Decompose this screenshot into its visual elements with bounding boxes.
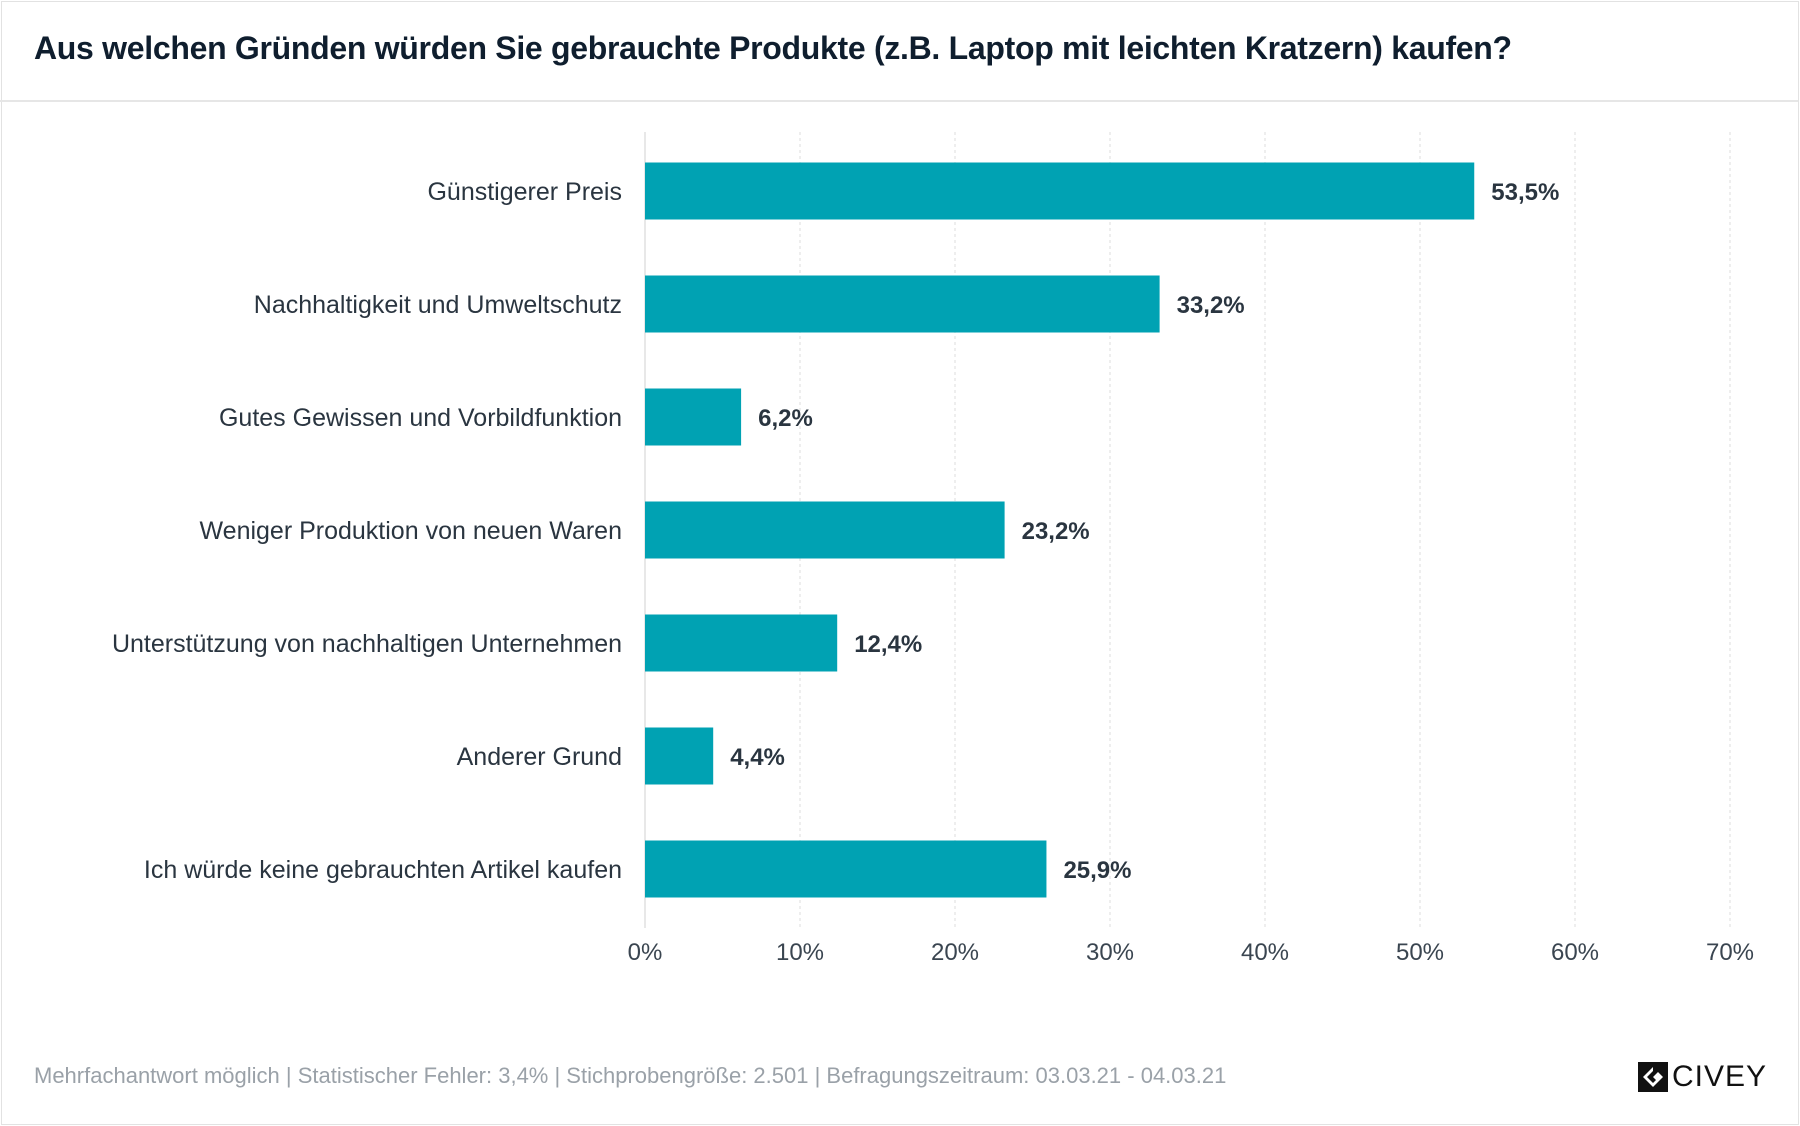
- bar: [645, 614, 838, 672]
- category-label: Günstigerer Preis: [427, 178, 622, 206]
- category-label: Nachhaltigkeit und Umweltschutz: [254, 291, 622, 319]
- data-label: 23,2%: [1022, 518, 1090, 545]
- data-label: 25,9%: [1063, 857, 1131, 884]
- data-label: 33,2%: [1177, 292, 1245, 319]
- x-tick-label: 50%: [1396, 939, 1444, 966]
- bar: [645, 388, 742, 446]
- category-label: Ich würde keine gebrauchten Artikel kauf…: [144, 856, 622, 884]
- civey-logo-icon: [1638, 1062, 1668, 1092]
- x-tick-label: 70%: [1706, 939, 1754, 966]
- chart-title: Aus welchen Gründen würden Sie gebraucht…: [34, 30, 1512, 66]
- category-label: Gutes Gewissen und Vorbildfunktion: [219, 404, 622, 432]
- bar: [645, 275, 1160, 333]
- data-label: 4,4%: [730, 744, 785, 771]
- x-tick-label: 0%: [628, 939, 663, 966]
- x-tick-label: 10%: [776, 939, 824, 966]
- bar: [645, 162, 1475, 220]
- data-label: 12,4%: [854, 631, 922, 658]
- data-label: 53,5%: [1491, 179, 1559, 206]
- header: Aus welchen Gründen würden Sie gebraucht…: [0, 0, 1798, 102]
- x-tick-label: 30%: [1086, 939, 1134, 966]
- data-label: 6,2%: [758, 405, 813, 432]
- x-tick-label: 40%: [1241, 939, 1289, 966]
- x-tick-label: 20%: [931, 939, 979, 966]
- category-label: Weniger Produktion von neuen Waren: [200, 517, 622, 545]
- bar: [645, 840, 1047, 898]
- footer-note: Mehrfachantwort möglich | Statistischer …: [34, 1063, 1227, 1088]
- category-label: Unterstützung von nachhaltigen Unternehm…: [112, 630, 622, 658]
- category-label: Anderer Grund: [457, 743, 622, 771]
- bar: [645, 727, 714, 785]
- bar: [645, 501, 1005, 559]
- logo-text: CIVEY: [1672, 1060, 1768, 1093]
- civey-logo: CIVEY: [1638, 1060, 1767, 1094]
- x-tick-label: 60%: [1551, 939, 1599, 966]
